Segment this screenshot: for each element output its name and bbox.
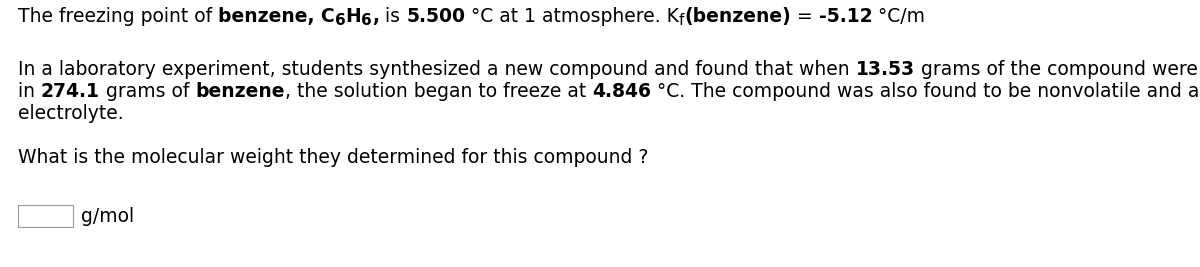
Text: °C at 1 atmosphere. K: °C at 1 atmosphere. K xyxy=(466,7,679,26)
Text: in: in xyxy=(18,82,41,101)
Text: ,: , xyxy=(372,7,379,26)
Text: In a laboratory experiment, students synthesized a new compound and found that w: In a laboratory experiment, students syn… xyxy=(18,60,856,79)
Text: grams of the compound were dissolved: grams of the compound were dissolved xyxy=(914,60,1200,79)
Text: °C. The compound was also found to be nonvolatile and a non-: °C. The compound was also found to be no… xyxy=(650,82,1200,101)
Bar xyxy=(18,205,73,227)
Text: =: = xyxy=(791,7,818,26)
Text: electrolyte.: electrolyte. xyxy=(18,104,124,123)
Text: -5.12: -5.12 xyxy=(818,7,872,26)
Text: 5.500: 5.500 xyxy=(406,7,466,26)
Text: grams of: grams of xyxy=(100,82,196,101)
Text: , the solution began to freeze at: , the solution began to freeze at xyxy=(284,82,592,101)
Text: 6: 6 xyxy=(335,13,346,28)
Text: (benzene): (benzene) xyxy=(684,7,791,26)
Text: 4.846: 4.846 xyxy=(592,82,650,101)
Text: benzene, C: benzene, C xyxy=(218,7,335,26)
Text: 13.53: 13.53 xyxy=(856,60,914,79)
Text: g/mol: g/mol xyxy=(82,206,134,226)
Text: 274.1: 274.1 xyxy=(41,82,100,101)
Text: f: f xyxy=(679,13,684,28)
Text: What is the molecular weight they determined for this compound ?: What is the molecular weight they determ… xyxy=(18,148,648,167)
Text: H: H xyxy=(346,7,361,26)
Text: The freezing point of: The freezing point of xyxy=(18,7,218,26)
Text: 6: 6 xyxy=(361,13,372,28)
Text: °C/m: °C/m xyxy=(872,7,925,26)
Text: benzene: benzene xyxy=(196,82,284,101)
Text: is: is xyxy=(379,7,406,26)
